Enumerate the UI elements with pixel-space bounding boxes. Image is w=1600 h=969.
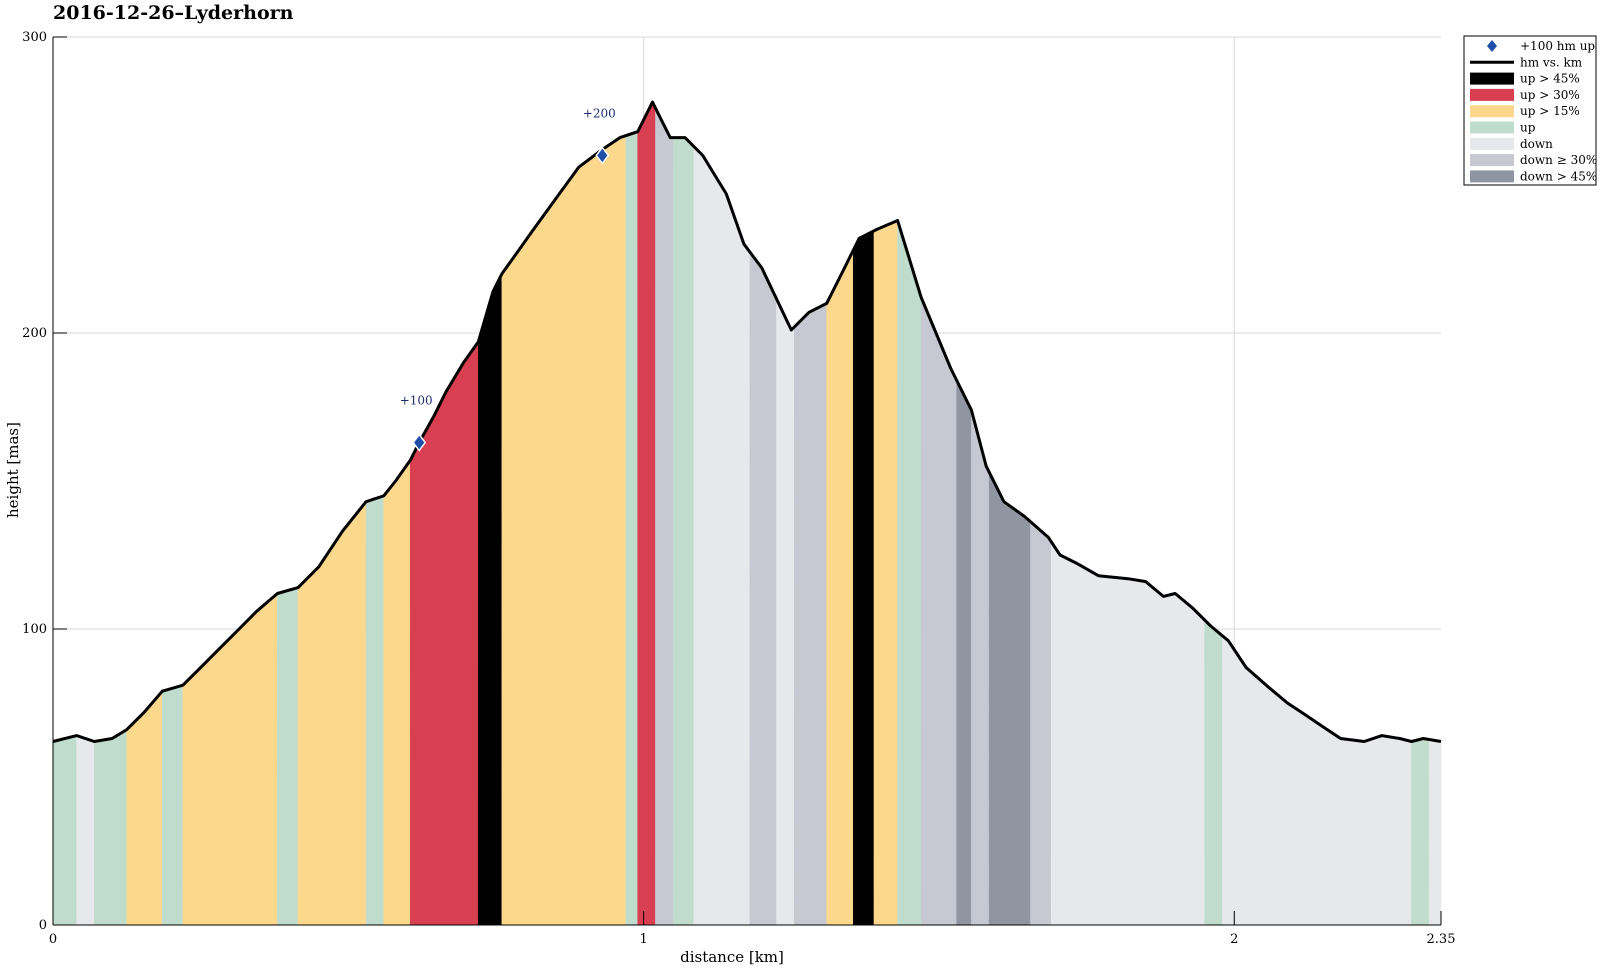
gradient-segments <box>52 101 1442 926</box>
legend-label: +100 hm up <box>1520 39 1595 53</box>
segment-up <box>93 729 128 926</box>
legend-swatch-down30 <box>1470 154 1514 167</box>
segment-down <box>693 145 751 926</box>
segment-down <box>1428 739 1442 926</box>
segment-up <box>625 131 639 926</box>
legend-swatch-down45 <box>1470 170 1514 183</box>
segment-up <box>277 587 299 926</box>
segment-up45 <box>852 230 875 926</box>
segment-up15 <box>297 500 367 926</box>
segment-up45 <box>477 273 503 926</box>
profile-line <box>52 100 1442 743</box>
x-tick-label: 1 <box>639 932 647 947</box>
segment-up <box>161 684 184 926</box>
axes: 0 100 200 300 0 1 2 2.35 <box>22 30 1455 947</box>
chart-title: 2016-12-26–Lyderhorn <box>53 2 294 24</box>
legend-label: up > 15% <box>1520 104 1580 118</box>
legend-label: up <box>1520 121 1536 135</box>
segment-down30 <box>749 251 777 926</box>
segment-up <box>1411 738 1430 926</box>
legend-swatch-up45 <box>1470 72 1514 85</box>
legend-label: down ≥ 30% <box>1520 153 1597 167</box>
x-axis-label: distance [km] <box>680 948 784 966</box>
y-tick-label: 100 <box>22 622 47 637</box>
legend-marker-swatch <box>1487 40 1497 52</box>
segment-up15 <box>873 220 898 926</box>
hm-markers: +100 +200 <box>400 106 616 452</box>
legend-label: up > 30% <box>1520 88 1580 102</box>
segment-down <box>1222 635 1412 926</box>
hm-marker-label: +200 <box>583 106 616 120</box>
y-tick-label: 200 <box>22 326 47 341</box>
segment-up <box>672 137 695 926</box>
segment-down45 <box>988 471 1031 926</box>
legend-label: down <box>1520 137 1553 151</box>
hm-marker <box>412 433 427 452</box>
segment-down30 <box>1030 521 1052 926</box>
segment-down45 <box>956 380 972 926</box>
segment-down30 <box>971 409 990 926</box>
segment-down30 <box>920 297 958 926</box>
legend-swatch-down <box>1470 137 1514 150</box>
x-tick-label: 2 <box>1230 932 1238 947</box>
segment-up15 <box>182 592 278 926</box>
segment-up30 <box>409 340 479 926</box>
segment-down <box>776 298 795 926</box>
segment-up <box>1204 619 1223 926</box>
segment-up15 <box>501 135 627 926</box>
legend: +100 hm up hm vs. km up > 45% up > 30% up > … <box>1463 35 1597 186</box>
legend-label: up > 45% <box>1520 72 1580 86</box>
x-tick-label: 2.35 <box>1427 932 1456 947</box>
segment-up <box>52 735 77 926</box>
segment-down30 <box>793 302 828 926</box>
segment-up <box>365 495 385 926</box>
hm-marker-label: +100 <box>400 394 433 408</box>
segment-down30 <box>655 107 674 926</box>
legend-label: hm vs. km <box>1520 55 1583 69</box>
y-tick-label: 0 <box>39 918 47 933</box>
y-axis-label: height [mas] <box>4 422 22 518</box>
legend-label: down > 45% <box>1520 169 1597 183</box>
legend-items: +100 hm up hm vs. km up > 45% up > 30% up > … <box>1470 39 1597 183</box>
segment-up15 <box>383 459 411 926</box>
y-tick-label: 300 <box>22 30 47 45</box>
segment-up30 <box>637 101 656 926</box>
segment-up15 <box>826 249 854 926</box>
legend-swatch-up15 <box>1470 105 1514 118</box>
segment-up <box>897 220 922 926</box>
legend-swatch-up30 <box>1470 88 1514 101</box>
hm-marker <box>595 146 610 165</box>
legend-swatch-up <box>1470 121 1514 134</box>
x-tick-label: 0 <box>49 932 57 947</box>
segment-down <box>76 735 95 926</box>
